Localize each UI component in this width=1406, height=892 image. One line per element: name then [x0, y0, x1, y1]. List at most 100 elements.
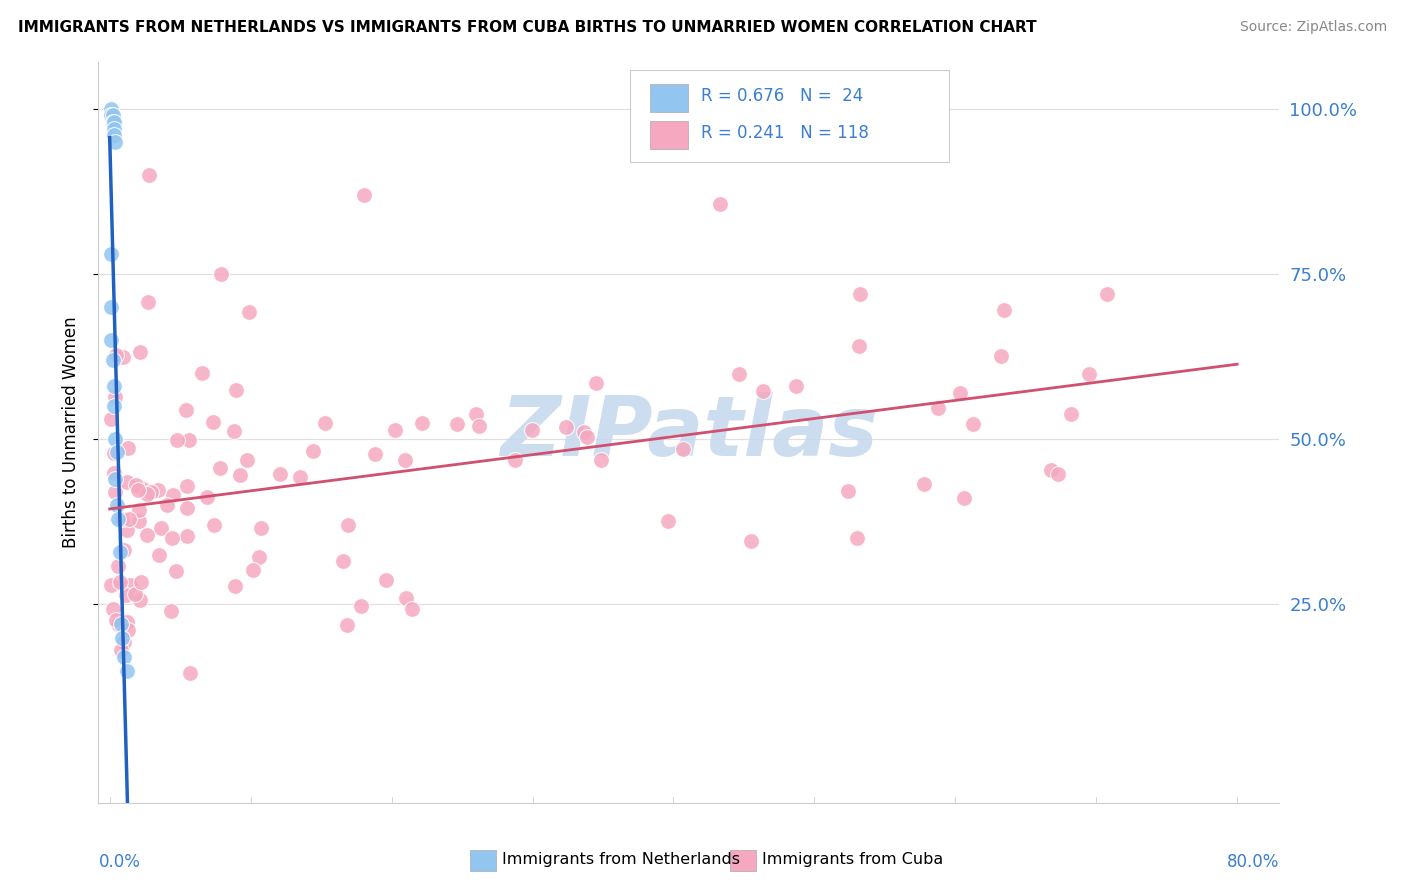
Point: [104, 432, 127, 446]
Point: [176, 500, 198, 515]
Point: [165, 564, 187, 578]
Point: [107, 559, 129, 574]
Text: Source: ZipAtlas.com: Source: ZipAtlas.com: [1240, 20, 1388, 34]
Point: [101, 108, 124, 122]
Point: [129, 574, 152, 589]
Point: [465, 407, 488, 421]
Point: [1047, 467, 1070, 481]
Bar: [471, 850, 496, 871]
Point: [118, 578, 141, 592]
Point: [174, 403, 197, 417]
Point: [235, 452, 257, 467]
Point: [111, 631, 134, 645]
Point: [112, 543, 135, 558]
Point: [100, 102, 122, 116]
Point: [520, 423, 543, 437]
Point: [949, 385, 972, 400]
Point: [1039, 463, 1062, 477]
Point: [114, 588, 136, 602]
Point: [104, 390, 127, 404]
Point: [105, 348, 128, 362]
Point: [555, 420, 578, 434]
Text: R = 0.676   N =  24: R = 0.676 N = 24: [700, 87, 863, 104]
Point: [224, 579, 246, 593]
Bar: [730, 850, 756, 871]
Point: [190, 366, 212, 380]
Point: [353, 187, 375, 202]
Point: [1077, 367, 1099, 381]
Point: [103, 379, 125, 393]
Point: [138, 168, 160, 182]
Text: Immigrants from Netherlands: Immigrants from Netherlands: [502, 852, 741, 866]
Point: [103, 121, 125, 136]
Point: [709, 197, 731, 211]
Point: [160, 531, 183, 545]
Point: [1060, 407, 1083, 421]
Text: 0.0%: 0.0%: [98, 853, 141, 871]
Point: [156, 498, 179, 512]
Point: [401, 601, 423, 615]
Point: [104, 135, 127, 149]
Point: [229, 468, 252, 483]
Point: [115, 523, 138, 537]
Point: [589, 453, 612, 467]
Point: [111, 512, 134, 526]
Point: [962, 417, 984, 431]
Point: [103, 399, 125, 413]
FancyBboxPatch shape: [630, 70, 949, 162]
Point: [727, 367, 749, 381]
Point: [394, 453, 416, 467]
Point: [112, 650, 135, 665]
Point: [103, 115, 125, 129]
Point: [927, 401, 949, 415]
Point: [111, 350, 134, 364]
Point: [953, 491, 976, 505]
Point: [110, 617, 132, 632]
Point: [132, 482, 155, 496]
Point: [288, 470, 311, 484]
Point: [105, 445, 128, 459]
Point: [159, 604, 181, 618]
Point: [112, 635, 135, 649]
Point: [364, 447, 387, 461]
Point: [993, 302, 1015, 317]
Point: [115, 664, 138, 678]
Point: [141, 484, 163, 499]
Point: [107, 616, 129, 631]
Point: [575, 430, 598, 444]
Text: R = 0.241   N = 118: R = 0.241 N = 118: [700, 124, 869, 142]
Point: [411, 417, 433, 431]
Point: [572, 425, 595, 439]
Point: [148, 549, 170, 563]
Point: [107, 511, 129, 525]
Point: [150, 521, 173, 535]
Point: [225, 383, 247, 397]
Point: [242, 563, 264, 577]
Point: [301, 444, 323, 458]
Point: [162, 488, 184, 502]
Point: [336, 518, 359, 533]
Point: [104, 485, 127, 500]
Point: [177, 433, 200, 447]
Point: [117, 623, 139, 637]
Point: [785, 379, 807, 393]
Point: [176, 529, 198, 543]
Bar: [650, 84, 688, 112]
Point: [849, 287, 872, 301]
Point: [115, 615, 138, 629]
Point: [249, 521, 271, 535]
Point: [247, 550, 270, 565]
Point: [117, 442, 139, 456]
Point: [845, 531, 868, 545]
Point: [848, 339, 870, 353]
Point: [136, 294, 159, 309]
Text: Immigrants from Cuba: Immigrants from Cuba: [762, 852, 943, 866]
Point: [585, 376, 607, 391]
Point: [105, 499, 128, 513]
Point: [395, 591, 418, 605]
Point: [752, 384, 775, 399]
Point: [101, 352, 124, 367]
Point: [100, 577, 122, 591]
Point: [100, 247, 122, 261]
Point: [100, 333, 122, 347]
